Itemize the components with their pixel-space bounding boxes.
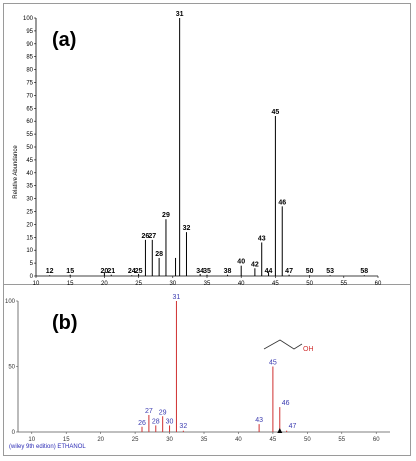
peak-label: 58	[360, 268, 368, 275]
peak-label: 47	[289, 423, 297, 430]
peak-label: 46	[278, 199, 286, 206]
y-tick-label: 20	[26, 222, 33, 228]
peak-label: 27	[145, 408, 153, 415]
x-tick-label: 30	[166, 437, 173, 443]
y-tick-label: 85	[26, 55, 33, 61]
x-tick-label: 40	[235, 437, 242, 443]
peak-label: 42	[251, 261, 259, 268]
peak-label: 12	[46, 268, 54, 275]
x-tick-label: 25	[132, 437, 139, 443]
x-tick-label: 25	[135, 281, 142, 287]
panel-divider	[3, 284, 411, 285]
peak-label: 20	[101, 268, 109, 275]
y-tick-label: 5	[30, 261, 34, 267]
peak-label: 43	[255, 417, 263, 424]
peak-label: 31	[176, 11, 184, 18]
ethanol-structure-icon	[263, 339, 303, 350]
peak-label: 30	[166, 418, 174, 425]
peak-label: 28	[152, 418, 160, 425]
y-tick-label: 30	[26, 197, 33, 203]
peak-label: 26	[142, 233, 150, 240]
x-tick-label: 30	[169, 281, 176, 287]
peak-label: 46	[282, 400, 290, 407]
x-tick-label: 10	[33, 281, 40, 287]
y-tick-label: 55	[26, 132, 33, 138]
y-tick-label: 35	[26, 184, 33, 190]
peak-label: 34	[196, 268, 204, 275]
x-tick-label: 15	[63, 437, 70, 443]
y-tick-label: 10	[26, 248, 33, 254]
peak-label: 44	[265, 268, 273, 275]
peak-label: 45	[272, 109, 280, 116]
x-tick-label: 55	[340, 281, 347, 287]
peak-label: 26	[138, 420, 146, 427]
peak-label: 25	[135, 268, 143, 275]
y-tick-label: 50	[8, 365, 15, 371]
x-tick-label: 10	[28, 437, 35, 443]
y-tick-label: 15	[26, 235, 33, 241]
peak-label: 43	[258, 235, 266, 242]
x-tick-label: 60	[373, 437, 380, 443]
x-tick-label: 50	[304, 437, 311, 443]
x-tick-label: 20	[101, 281, 108, 287]
peak-label: 32	[179, 423, 187, 430]
library-footer: (wiley 9th edition) ETHANOL	[9, 444, 86, 450]
figure-frame	[3, 3, 411, 456]
peak-label: 27	[148, 233, 156, 240]
y-tick-label: 25	[26, 210, 33, 216]
peak-label: 35	[203, 268, 211, 275]
axis-marker-icon	[277, 428, 283, 433]
x-tick-label: 45	[272, 281, 279, 287]
x-tick-label: 40	[238, 281, 245, 287]
peak-label: 29	[162, 212, 170, 219]
panel-b: (b) 0 50 100 10 15 20 25 30 35 40 45 50 55 60 26 27 28…	[5, 294, 390, 450]
panel-a-y-label: Relative Abundance	[13, 145, 19, 199]
x-tick-label: 50	[306, 281, 313, 287]
peak-label: 29	[159, 409, 167, 416]
y-tick-label: 60	[26, 119, 33, 125]
y-tick-label: 95	[26, 29, 33, 35]
y-tick-label: 75	[26, 81, 33, 87]
peak-label: 28	[155, 251, 163, 258]
x-tick-label: 60	[375, 281, 382, 287]
y-tick-label: 45	[26, 158, 33, 164]
peak-label: 45	[269, 360, 277, 367]
peak-label: 31	[173, 294, 181, 301]
y-tick-label: 0	[30, 274, 34, 280]
peak-label: 47	[285, 268, 293, 275]
peak-label: 24	[128, 268, 136, 275]
peak-label: 15	[66, 268, 74, 275]
y-tick-label: 90	[26, 42, 33, 48]
y-tick-label: 40	[26, 171, 33, 177]
x-tick-label: 45	[270, 437, 277, 443]
y-tick-label: 100	[5, 299, 16, 305]
y-tick-label: 100	[23, 16, 34, 22]
x-tick-label: 35	[204, 281, 211, 287]
x-tick-label: 55	[338, 437, 345, 443]
panel-b-label: (b)	[52, 312, 78, 334]
peak-label: 38	[224, 268, 232, 275]
peak-label: 32	[183, 225, 191, 232]
y-tick-label: 65	[26, 106, 33, 112]
x-tick-label: 35	[201, 437, 208, 443]
x-tick-label: 15	[67, 281, 74, 287]
peak-label: 21	[107, 268, 115, 275]
peak-label: 40	[237, 259, 245, 266]
y-tick-label: 50	[26, 145, 33, 151]
peak-label: 53	[326, 268, 334, 275]
peak-label: 50	[306, 268, 314, 275]
panel-a: (a) Relative Abundance 0 5 10 15 20 25 30 35 40 4…	[13, 11, 382, 287]
panel-a-label: (a)	[52, 29, 76, 51]
y-tick-label: 0	[12, 430, 16, 436]
x-tick-label: 20	[97, 437, 104, 443]
molecule-oh-label: OH	[303, 346, 314, 353]
y-tick-label: 70	[26, 93, 33, 99]
y-tick-label: 80	[26, 68, 33, 74]
